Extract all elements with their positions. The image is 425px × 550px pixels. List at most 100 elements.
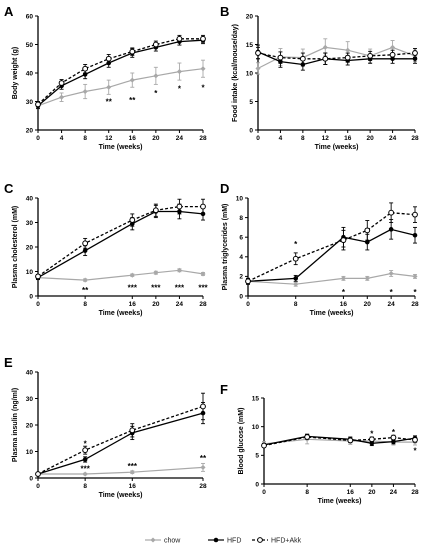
series-line — [257, 52, 416, 60]
significance-marker: * — [294, 240, 298, 249]
y-tick-label: 40 — [26, 195, 34, 202]
series-line — [38, 466, 204, 475]
series-hfd — [245, 219, 418, 285]
y-tick-label: 10 — [252, 424, 260, 431]
x-axis-label: Time (weeks) — [99, 310, 143, 317]
series-hfd — [35, 402, 206, 477]
series-line — [37, 68, 204, 107]
y-tick-label: 5 — [249, 99, 253, 106]
y-tick-label: 20 — [26, 244, 34, 251]
x-tick-label: 16 — [129, 135, 137, 142]
x-tick-label: 12 — [322, 135, 330, 142]
data-point — [390, 44, 396, 50]
data-point — [153, 270, 159, 276]
x-tick-label: 8 — [83, 483, 87, 490]
y-axis-label: Blood glucose (mM) — [238, 408, 245, 475]
significance-marker: * — [154, 89, 158, 98]
data-point — [340, 275, 346, 281]
x-tick-label: 20 — [367, 135, 375, 142]
panel-a: A 20 30 40 50 60 0 4 8 12 16 20 24 28 Time (weeks) Body… — [4, 4, 207, 151]
legend-marker — [257, 537, 263, 543]
data-point — [35, 101, 41, 108]
data-point — [299, 55, 306, 62]
significance-marker: * — [413, 447, 417, 456]
x-tick-label: 20 — [152, 301, 160, 308]
x-tick-label: 28 — [411, 489, 419, 496]
data-point — [255, 65, 261, 71]
x-tick-label: 16 — [347, 489, 355, 496]
series-line — [37, 412, 204, 475]
x-tick-label: 24 — [176, 301, 184, 308]
data-point — [347, 437, 354, 444]
series-line — [257, 46, 416, 69]
data-point — [153, 73, 159, 79]
y-tick-label: 10 — [26, 269, 34, 276]
series-hfdakk — [35, 34, 206, 108]
significance-marker: * — [178, 85, 182, 94]
panel-letter: C — [4, 181, 14, 196]
x-tick-label: 8 — [83, 135, 87, 142]
panel-f: F 0 5 10 15 0 8 16 20 24 28 Time (weeks) Blood gluco… — [220, 382, 419, 505]
x-tick-label: 20 — [364, 301, 372, 308]
data-point — [200, 464, 206, 470]
x-tick-label: 4 — [279, 135, 283, 142]
significance-marker: * — [413, 288, 417, 297]
series-line — [257, 51, 415, 66]
y-tick-label: 30 — [26, 396, 34, 403]
y-tick-label: 0 — [255, 481, 259, 488]
data-point — [412, 273, 418, 279]
x-axis-label: Time (weeks) — [99, 144, 143, 151]
y-tick-label: 0 — [29, 293, 33, 300]
x-tick-label: 4 — [60, 135, 64, 142]
data-point — [293, 276, 299, 281]
y-tick-label: 20 — [246, 13, 254, 20]
data-point — [200, 66, 206, 72]
panel-letter: F — [220, 382, 228, 397]
data-point — [106, 84, 112, 90]
data-point — [367, 53, 374, 59]
data-point — [388, 227, 394, 232]
x-tick-label: 8 — [83, 301, 87, 308]
y-tick-label: 60 — [26, 13, 34, 20]
y-tick-label: 15 — [246, 42, 254, 49]
data-point — [105, 55, 112, 62]
data-point — [200, 271, 206, 277]
panel-letter: B — [220, 4, 229, 19]
x-tick-label: 8 — [305, 489, 309, 496]
x-axis-label: Time (weeks) — [99, 492, 143, 499]
x-tick-label: 16 — [129, 301, 137, 308]
x-tick-label: 0 — [246, 301, 250, 308]
x-tick-label: 28 — [411, 135, 419, 142]
x-tick-label: 12 — [105, 135, 113, 142]
data-point — [304, 434, 311, 440]
data-point — [200, 403, 206, 410]
legend-label: chow — [164, 538, 181, 545]
data-point — [261, 442, 267, 449]
y-tick-label: 50 — [26, 42, 34, 49]
series-hfdakk — [35, 198, 206, 280]
panel-letter: D — [220, 181, 229, 196]
legend-label: HFD+Akk — [271, 538, 302, 545]
data-point — [82, 457, 88, 462]
data-point — [388, 209, 395, 216]
series-hfdakk — [261, 434, 418, 449]
significance-marker: * — [342, 288, 346, 297]
significance-marker: ** — [129, 96, 136, 105]
data-point — [345, 47, 351, 53]
data-point — [176, 203, 183, 210]
data-point — [390, 434, 397, 441]
data-point — [292, 255, 299, 262]
data-point — [364, 275, 370, 281]
significance-marker: *** — [175, 283, 185, 292]
data-point — [129, 272, 135, 278]
significance-marker: *** — [128, 462, 138, 471]
data-point — [344, 54, 351, 61]
y-tick-label: 30 — [26, 220, 34, 227]
significance-marker: *** — [128, 283, 138, 292]
significance-marker: *** — [151, 283, 161, 292]
x-tick-label: 0 — [36, 301, 40, 308]
series-line — [37, 39, 204, 107]
series-line — [247, 272, 416, 285]
